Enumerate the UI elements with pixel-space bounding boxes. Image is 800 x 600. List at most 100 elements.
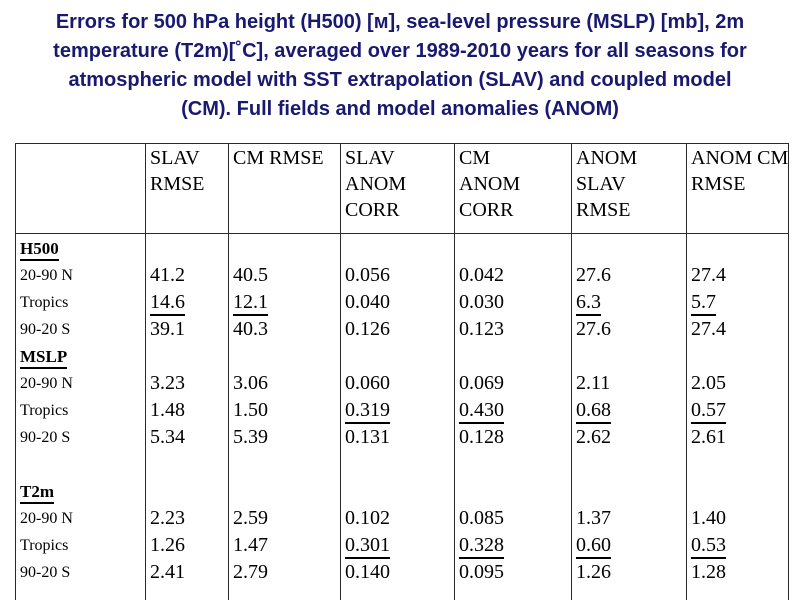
value-text: 14.6 [150, 291, 185, 316]
cell-value: 5.7 [691, 289, 786, 316]
header-row: SLAV RMSE CM RMSE SLAV ANOM CORR CM ANOM CORR ANO… [15, 143, 789, 234]
cell-value: 0.095 [459, 559, 569, 586]
value-text [691, 480, 696, 502]
cell-value [150, 478, 226, 505]
cell-value [576, 235, 684, 262]
value-text: 5.7 [691, 291, 716, 316]
cell-value: 5.39 [233, 424, 338, 451]
header-line: SLAV [150, 147, 200, 169]
header-cell: CM RMSE [228, 143, 341, 234]
label-text: 20-90 N [20, 267, 73, 284]
value-text: 0.102 [345, 507, 390, 529]
value-text: 2.41 [150, 561, 185, 583]
region-label: 20-90 N [20, 370, 143, 397]
cell-value: 1.50 [233, 397, 338, 424]
header-line: CORR [345, 199, 400, 221]
value-text: 2.61 [691, 426, 726, 448]
row-labels-cell: H500 20-90 N Tropics 90-20 S MSLP 20-90 N Trop… [15, 233, 146, 600]
label-text: 90-20 S [20, 429, 71, 446]
header-line: CM [459, 147, 491, 169]
cell-value: 0.085 [459, 505, 569, 532]
label-text: 90-20 S [20, 321, 71, 338]
cell-value [150, 343, 226, 370]
title-line: temperature (T2m)[˚C], averaged over 198… [53, 40, 747, 62]
cell-value: 40.3 [233, 316, 338, 343]
value-text [576, 480, 581, 502]
value-text: 0.53 [691, 534, 726, 559]
value-text: 27.6 [576, 264, 611, 286]
region-label: 20-90 N [20, 262, 143, 289]
cell-value [459, 451, 569, 478]
value-text: 12.1 [233, 291, 268, 316]
title-line: atmospheric model with SST extrapolation… [68, 69, 732, 91]
cell-value: 0.069 [459, 370, 569, 397]
value-text: 0.131 [345, 426, 390, 448]
body-row: H500 20-90 N Tropics 90-20 S MSLP 20-90 N Trop… [15, 233, 789, 600]
value-text: 0.085 [459, 507, 504, 529]
cell-value [233, 451, 338, 478]
value-text: 2.59 [233, 507, 268, 529]
cell-value: 0.57 [691, 397, 786, 424]
cell-value: 27.6 [576, 262, 684, 289]
value-text: 3.23 [150, 372, 185, 394]
cell-value [691, 451, 786, 478]
label-text: Tropics [20, 294, 69, 311]
value-text [691, 453, 696, 475]
cell-value [345, 343, 452, 370]
value-text [576, 237, 581, 259]
value-text [150, 480, 155, 502]
label-text: Tropics [20, 402, 69, 419]
value-text: 41.2 [150, 264, 185, 286]
cell-value [459, 235, 569, 262]
cell-value: 2.05 [691, 370, 786, 397]
value-text [459, 480, 464, 502]
cell-value: 0.123 [459, 316, 569, 343]
cell-value [233, 478, 338, 505]
value-text: 1.26 [150, 534, 185, 556]
value-text [345, 480, 350, 502]
cell-value: 1.37 [576, 505, 684, 532]
cell-value: 0.040 [345, 289, 452, 316]
region-label: Tropics [20, 397, 143, 424]
value-text [345, 345, 350, 367]
cell-value: 2.23 [150, 505, 226, 532]
value-text: 27.4 [691, 264, 726, 286]
value-text: 40.3 [233, 318, 268, 340]
cell-value: 27.4 [691, 262, 786, 289]
cell-value [691, 478, 786, 505]
label-text: MSLP [20, 346, 68, 369]
cell-value: 0.060 [345, 370, 452, 397]
cell-value: 0.126 [345, 316, 452, 343]
cell-value: 0.319 [345, 397, 452, 424]
value-text [345, 237, 350, 259]
value-text: 0.042 [459, 264, 504, 286]
value-text [233, 453, 238, 475]
value-text [691, 345, 696, 367]
header-line: ANOM [576, 147, 638, 169]
value-text: 0.319 [345, 399, 390, 424]
value-text: 0.095 [459, 561, 504, 583]
cell-value: 0.128 [459, 424, 569, 451]
value-text: 0.056 [345, 264, 390, 286]
value-text: 0.123 [459, 318, 504, 340]
cell-value: 40.5 [233, 262, 338, 289]
cell-value [345, 235, 452, 262]
cell-value: 39.1 [150, 316, 226, 343]
variable-label: MSLP [20, 343, 143, 370]
cell-value: 5.34 [150, 424, 226, 451]
label-text: T2m [20, 481, 54, 504]
cell-value: 0.030 [459, 289, 569, 316]
value-text [691, 237, 696, 259]
cell-value: 0.60 [576, 532, 684, 559]
header-line: RMSE [150, 173, 205, 195]
cell-value: 6.3 [576, 289, 684, 316]
value-text: 1.47 [233, 534, 268, 556]
region-label: 90-20 S [20, 424, 143, 451]
header-cell: SLAV RMSE [145, 143, 229, 234]
results-table: SLAV RMSE CM RMSE SLAV ANOM CORR CM ANOM CORR ANO… [15, 143, 789, 600]
cell-value: 2.59 [233, 505, 338, 532]
value-text: 0.128 [459, 426, 504, 448]
value-text: 3.06 [233, 372, 268, 394]
header-line: CORR [459, 199, 514, 221]
cell-value: 0.430 [459, 397, 569, 424]
